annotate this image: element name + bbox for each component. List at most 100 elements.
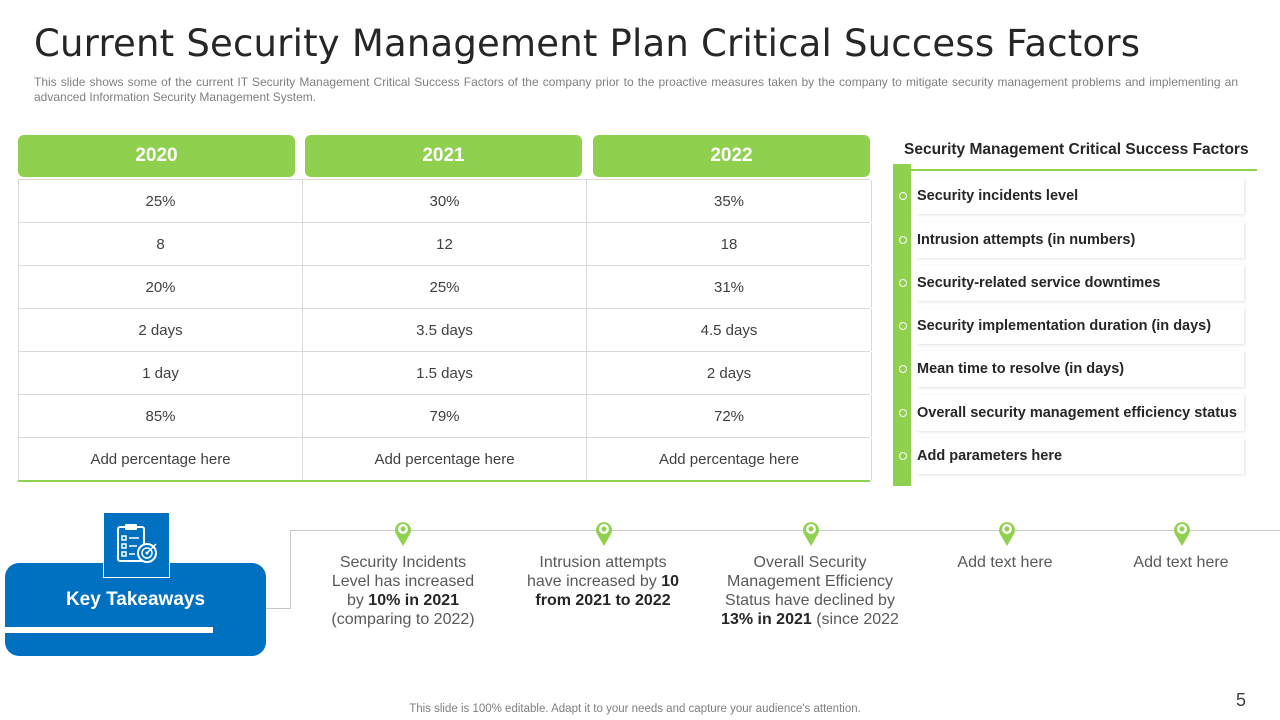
location-pin-icon <box>801 519 821 547</box>
takeaway-line: 13% in 2021 (since 2022 <box>715 610 905 629</box>
connector-line <box>290 530 291 609</box>
table-cell: 85% <box>18 395 302 437</box>
factor-item: Security implementation duration (in day… <box>896 308 1244 344</box>
table-cell: 2 days <box>586 352 872 394</box>
takeaway-line: Overall Security <box>753 554 867 571</box>
factor-box: Overall security management efficiency s… <box>917 395 1244 431</box>
factor-item: Intrusion attempts (in numbers) <box>896 222 1244 258</box>
table-row: 1 day 1.5 days 2 days <box>18 351 872 394</box>
page-number: 5 <box>1236 690 1247 710</box>
takeaway-text: Add text here <box>932 553 1078 572</box>
table-cell: 4.5 days <box>586 309 872 351</box>
year-header-2021: 2021 <box>305 135 582 177</box>
table-cell: 25% <box>18 180 302 222</box>
factor-item: Security-related service downtimes <box>896 265 1244 301</box>
factor-box: Intrusion attempts (in numbers) <box>917 222 1244 258</box>
factor-box: Mean time to resolve (in days) <box>917 351 1244 387</box>
table-cell: Add percentage here <box>18 438 302 480</box>
location-pin-icon <box>1172 519 1192 547</box>
factor-box: Security implementation duration (in day… <box>917 308 1244 344</box>
takeaway-line: (comparing to 2022) <box>331 611 475 628</box>
table-cell: 79% <box>302 395 586 437</box>
table-cell: 18 <box>586 223 872 265</box>
table-cell: 2 days <box>18 309 302 351</box>
takeaway-line: Add text here <box>957 554 1053 571</box>
table-row: 2 days 3.5 days 4.5 days <box>18 308 872 351</box>
table-cell: 1 day <box>18 352 302 394</box>
takeaway-text-part: by <box>346 592 369 609</box>
factor-item: Mean time to resolve (in days) <box>896 351 1244 387</box>
table-cell: 31% <box>586 266 872 308</box>
year-header-2020: 2020 <box>18 135 295 177</box>
takeaway-line: Management Efficiency <box>726 573 893 590</box>
table-cell: 72% <box>586 395 872 437</box>
table-cell: 3.5 days <box>302 309 586 351</box>
takeaway-highlight: 10% in 2021 <box>368 592 460 609</box>
takeaway-highlight: 13% in 2021 <box>721 611 812 628</box>
page-title: Current Security Management Plan Critica… <box>34 22 1141 65</box>
factors-title: Security Management Critical Success Fac… <box>904 141 1249 158</box>
table-cell: 20% <box>18 266 302 308</box>
location-pin-icon <box>393 519 413 547</box>
key-takeaways-stripe <box>5 627 213 633</box>
takeaway-line: by 10% in 2021 <box>313 591 493 610</box>
takeaway-line: Security Incidents <box>339 554 467 571</box>
factor-label: Security-related service downtimes <box>917 275 1161 291</box>
takeaway-line: Level has increased <box>331 573 475 590</box>
table-cell: Add percentage here <box>586 438 872 480</box>
table-row: 8 12 18 <box>18 222 872 265</box>
factor-label: Mean time to resolve (in days) <box>917 361 1125 377</box>
factor-item: Security incidents level <box>896 178 1244 214</box>
takeaway-highlight: 10 <box>661 573 680 590</box>
factor-item: Overall security management efficiency s… <box>896 395 1244 431</box>
factors-title-underline <box>896 169 1257 171</box>
timeline-line <box>290 530 1280 531</box>
table-cell: Add percentage here <box>302 438 586 480</box>
takeaway-text-part: have increased by <box>526 573 662 590</box>
takeaway-text: Overall Security Management Efficiency S… <box>715 553 905 629</box>
data-table: 25% 30% 35% 8 12 18 20% 25% 31% 2 days 3… <box>18 179 872 482</box>
table-cell: 35% <box>586 180 872 222</box>
key-takeaways-box: Key Takeaways <box>5 563 266 656</box>
key-takeaways-label: Key Takeaways <box>65 589 206 610</box>
circle-bullet-icon <box>899 452 907 460</box>
location-pin-icon <box>594 519 614 547</box>
circle-bullet-icon <box>899 236 907 244</box>
connector-line <box>266 608 291 609</box>
takeaway-line: Status have declined by <box>725 592 895 609</box>
location-pin-icon <box>997 519 1017 547</box>
checklist-target-icon <box>103 512 170 578</box>
factor-label: Intrusion attempts (in numbers) <box>917 232 1136 248</box>
takeaway-line: have increased by 10 <box>513 572 693 591</box>
circle-bullet-icon <box>899 322 907 330</box>
takeaway-text-part: (since 2022 <box>811 611 899 628</box>
takeaway-line: Intrusion attempts <box>539 554 667 571</box>
factor-label: Add parameters here <box>917 448 1063 464</box>
table-cell: 1.5 days <box>302 352 586 394</box>
circle-bullet-icon <box>899 192 907 200</box>
year-header-2022: 2022 <box>593 135 870 177</box>
table-cell: 30% <box>302 180 586 222</box>
table-row: 20% 25% 31% <box>18 265 872 308</box>
factor-label: Overall security management efficiency s… <box>917 405 1237 421</box>
table-cell: 12 <box>302 223 586 265</box>
takeaway-line: Add text here <box>1133 554 1229 571</box>
table-row: 25% 30% 35% <box>18 179 872 222</box>
factor-box: Security-related service downtimes <box>917 265 1244 301</box>
takeaway-text: Intrusion attempts have increased by 10 … <box>513 553 693 610</box>
takeaway-line: from 2021 to 2022 <box>513 591 693 610</box>
table-cell: 25% <box>302 266 586 308</box>
factor-box: Add parameters here <box>917 438 1244 474</box>
page-subtitle: This slide shows some of the current IT … <box>34 75 1238 104</box>
table-row: 85% 79% 72% <box>18 394 872 437</box>
footer-note: This slide is 100% editable. Adapt it to… <box>409 703 861 715</box>
factor-item: Add parameters here <box>896 438 1244 474</box>
circle-bullet-icon <box>899 365 907 373</box>
takeaway-text: Security Incidents Level has increased b… <box>313 553 493 629</box>
table-cell: 8 <box>18 223 302 265</box>
takeaway-highlight: from 2021 to 2022 <box>535 592 671 609</box>
circle-bullet-icon <box>899 409 907 417</box>
circle-bullet-icon <box>899 279 907 287</box>
factor-label: Security incidents level <box>917 188 1079 204</box>
takeaway-text: Add text here <box>1110 553 1252 572</box>
